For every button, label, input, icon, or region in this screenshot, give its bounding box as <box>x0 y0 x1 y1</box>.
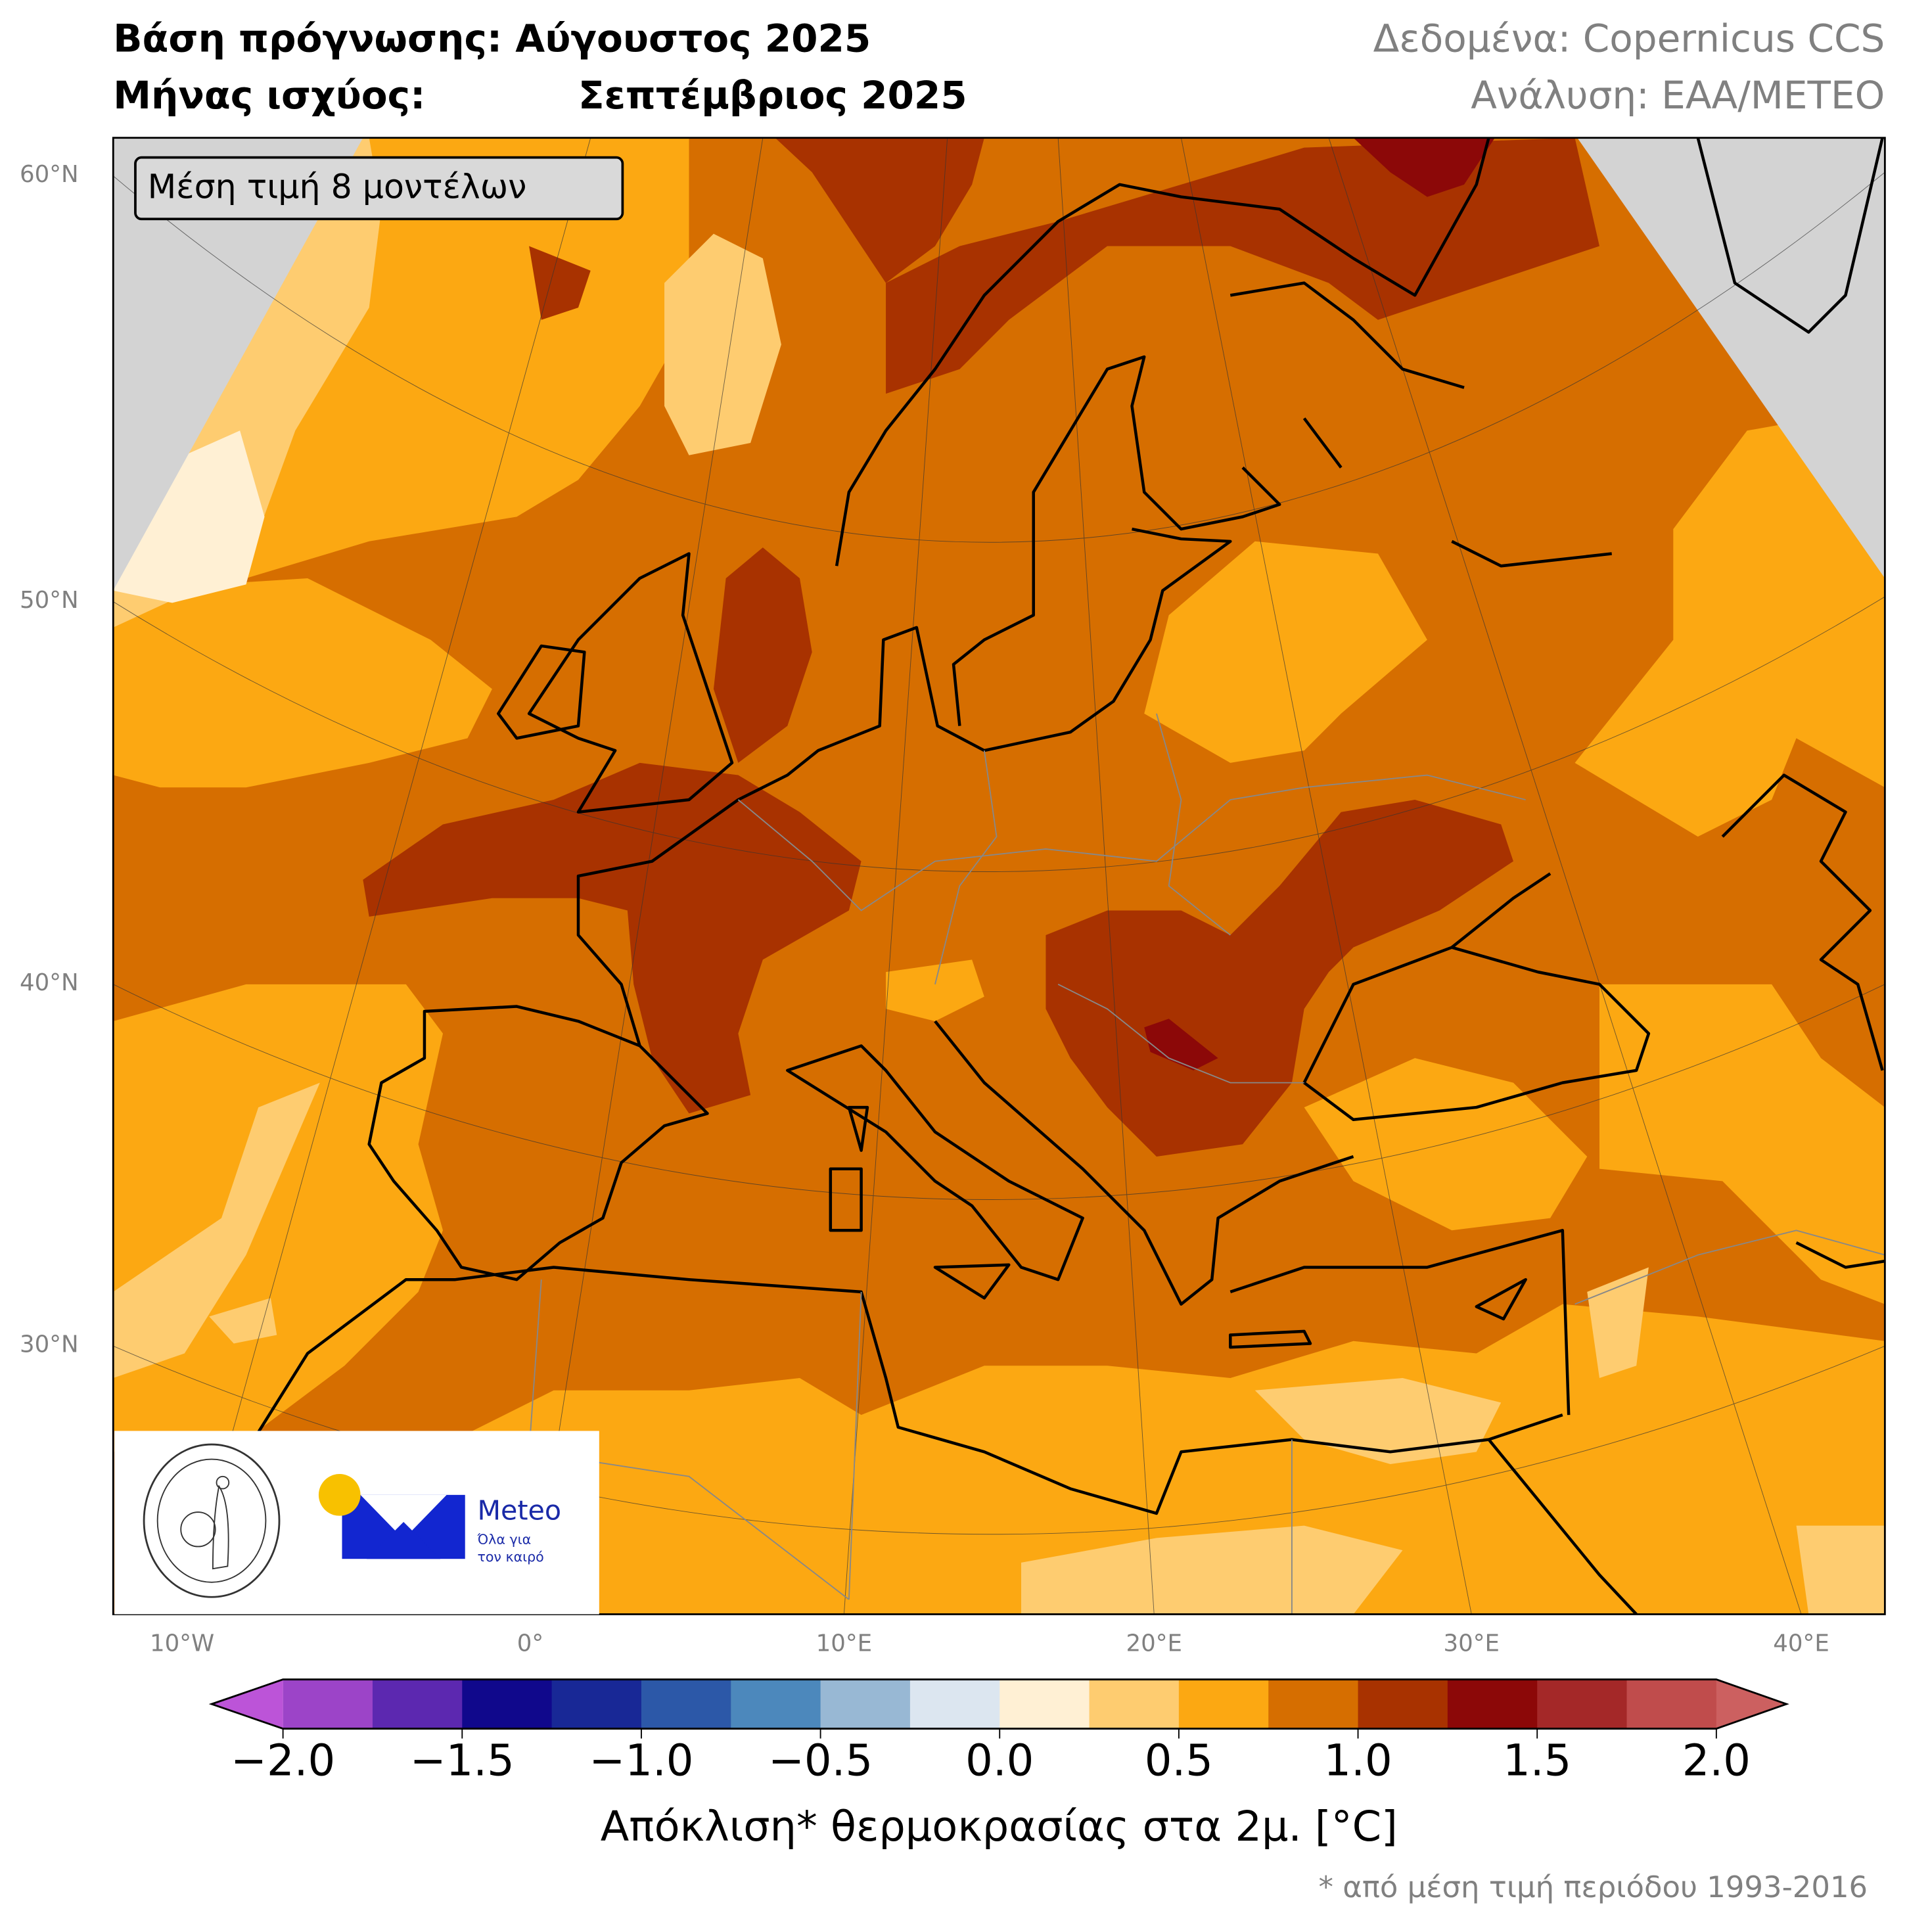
lat-label-60n: 60°N <box>19 161 79 189</box>
colorbar-tick-label: 0.5 <box>1144 1737 1214 1787</box>
colorbar-bin <box>372 1679 463 1729</box>
lat-label-30n: 30°N <box>19 1331 79 1359</box>
model-mean-box: Μέση τιμή 8 μοντέλων <box>134 156 624 221</box>
valid-month-value: Σεπτέμβριος 2025 <box>578 74 967 118</box>
anomaly-0.5-0.75-regions <box>113 137 1885 1615</box>
colorbar-tick-label: −2.0 <box>231 1737 336 1787</box>
colorbar-bin <box>820 1679 911 1729</box>
colorbar-tick-label: −1.5 <box>409 1737 515 1787</box>
logo-panel: Meteo Όλα για τον καιρό <box>114 1431 599 1615</box>
colorbar-bin <box>1626 1679 1717 1729</box>
lat-label-50n: 50°N <box>19 587 79 614</box>
colorbar-tick-label: −1.0 <box>589 1737 694 1787</box>
colorbar-over-arrow <box>1716 1679 1787 1729</box>
lon-label-0: 0° <box>517 1630 544 1657</box>
colorbar-bin <box>1178 1679 1270 1729</box>
meteo-name: Meteo <box>477 1494 561 1526</box>
colorbar-bin <box>999 1679 1090 1729</box>
meteo-tagline-2: τον καιρό <box>477 1549 543 1565</box>
colorbar-bin <box>641 1679 732 1729</box>
lon-label-20e: 20°E <box>1126 1630 1182 1657</box>
map-frame <box>112 137 1886 1615</box>
analysis-label: Ανάλυση: ΕΑΑ/METEO <box>1471 74 1885 118</box>
forecast-base-title: Βάση πρόγνωσης: Αύγουστος 2025 <box>113 17 871 62</box>
lon-label-10e: 10°E <box>816 1630 873 1657</box>
meteo-tagline-1: Όλα για <box>476 1532 531 1548</box>
colorbar-tick-label: −0.5 <box>768 1737 873 1787</box>
valid-month-label: Μήνας ισχύος: <box>113 74 426 118</box>
colorbar-tick-label: 2.0 <box>1682 1737 1751 1787</box>
lon-label-30e: 30°E <box>1443 1630 1500 1657</box>
lon-label-10w: 10°W <box>149 1630 215 1657</box>
colorbar-bin <box>283 1679 373 1729</box>
colorbar-under-arrow <box>212 1679 283 1729</box>
colorbar-tick-label: 1.0 <box>1323 1737 1392 1787</box>
colorbar-bin <box>1358 1679 1448 1729</box>
data-source-label: Δεδομένα: Copernicus CCS <box>1373 17 1885 62</box>
colorbar-bin <box>1537 1679 1628 1729</box>
footnote: * από μέση τιμή περιόδου 1993-2016 <box>1318 1870 1868 1905</box>
colorbar-bin <box>1447 1679 1538 1729</box>
colorbar-bin <box>1089 1679 1180 1729</box>
colorbar-bin <box>731 1679 821 1729</box>
colorbar-bin <box>909 1679 1001 1729</box>
colorbar-label: Απόκλιση* θερμοκρασίας στα 2μ. [°C] <box>600 1802 1398 1852</box>
coastlines <box>244 137 1885 1615</box>
lon-label-40e: 40°E <box>1773 1630 1829 1657</box>
colorbar-tick-label: 1.5 <box>1503 1737 1572 1787</box>
lat-label-40n: 40°N <box>19 969 79 997</box>
colorbar-bin <box>1268 1679 1359 1729</box>
colorbar-bin <box>462 1679 553 1729</box>
noa-seal-logo <box>143 1443 281 1598</box>
meteo-logo: Meteo Όλα για τον καιρό <box>318 1474 561 1565</box>
anomaly-0-0.25-region <box>113 430 265 603</box>
colorbar-tick-label: 0.0 <box>965 1737 1034 1787</box>
colorbar-bin <box>551 1679 642 1729</box>
country-borders <box>528 713 1885 1615</box>
anomaly-1.25-1.5-regions <box>1144 137 1495 1070</box>
